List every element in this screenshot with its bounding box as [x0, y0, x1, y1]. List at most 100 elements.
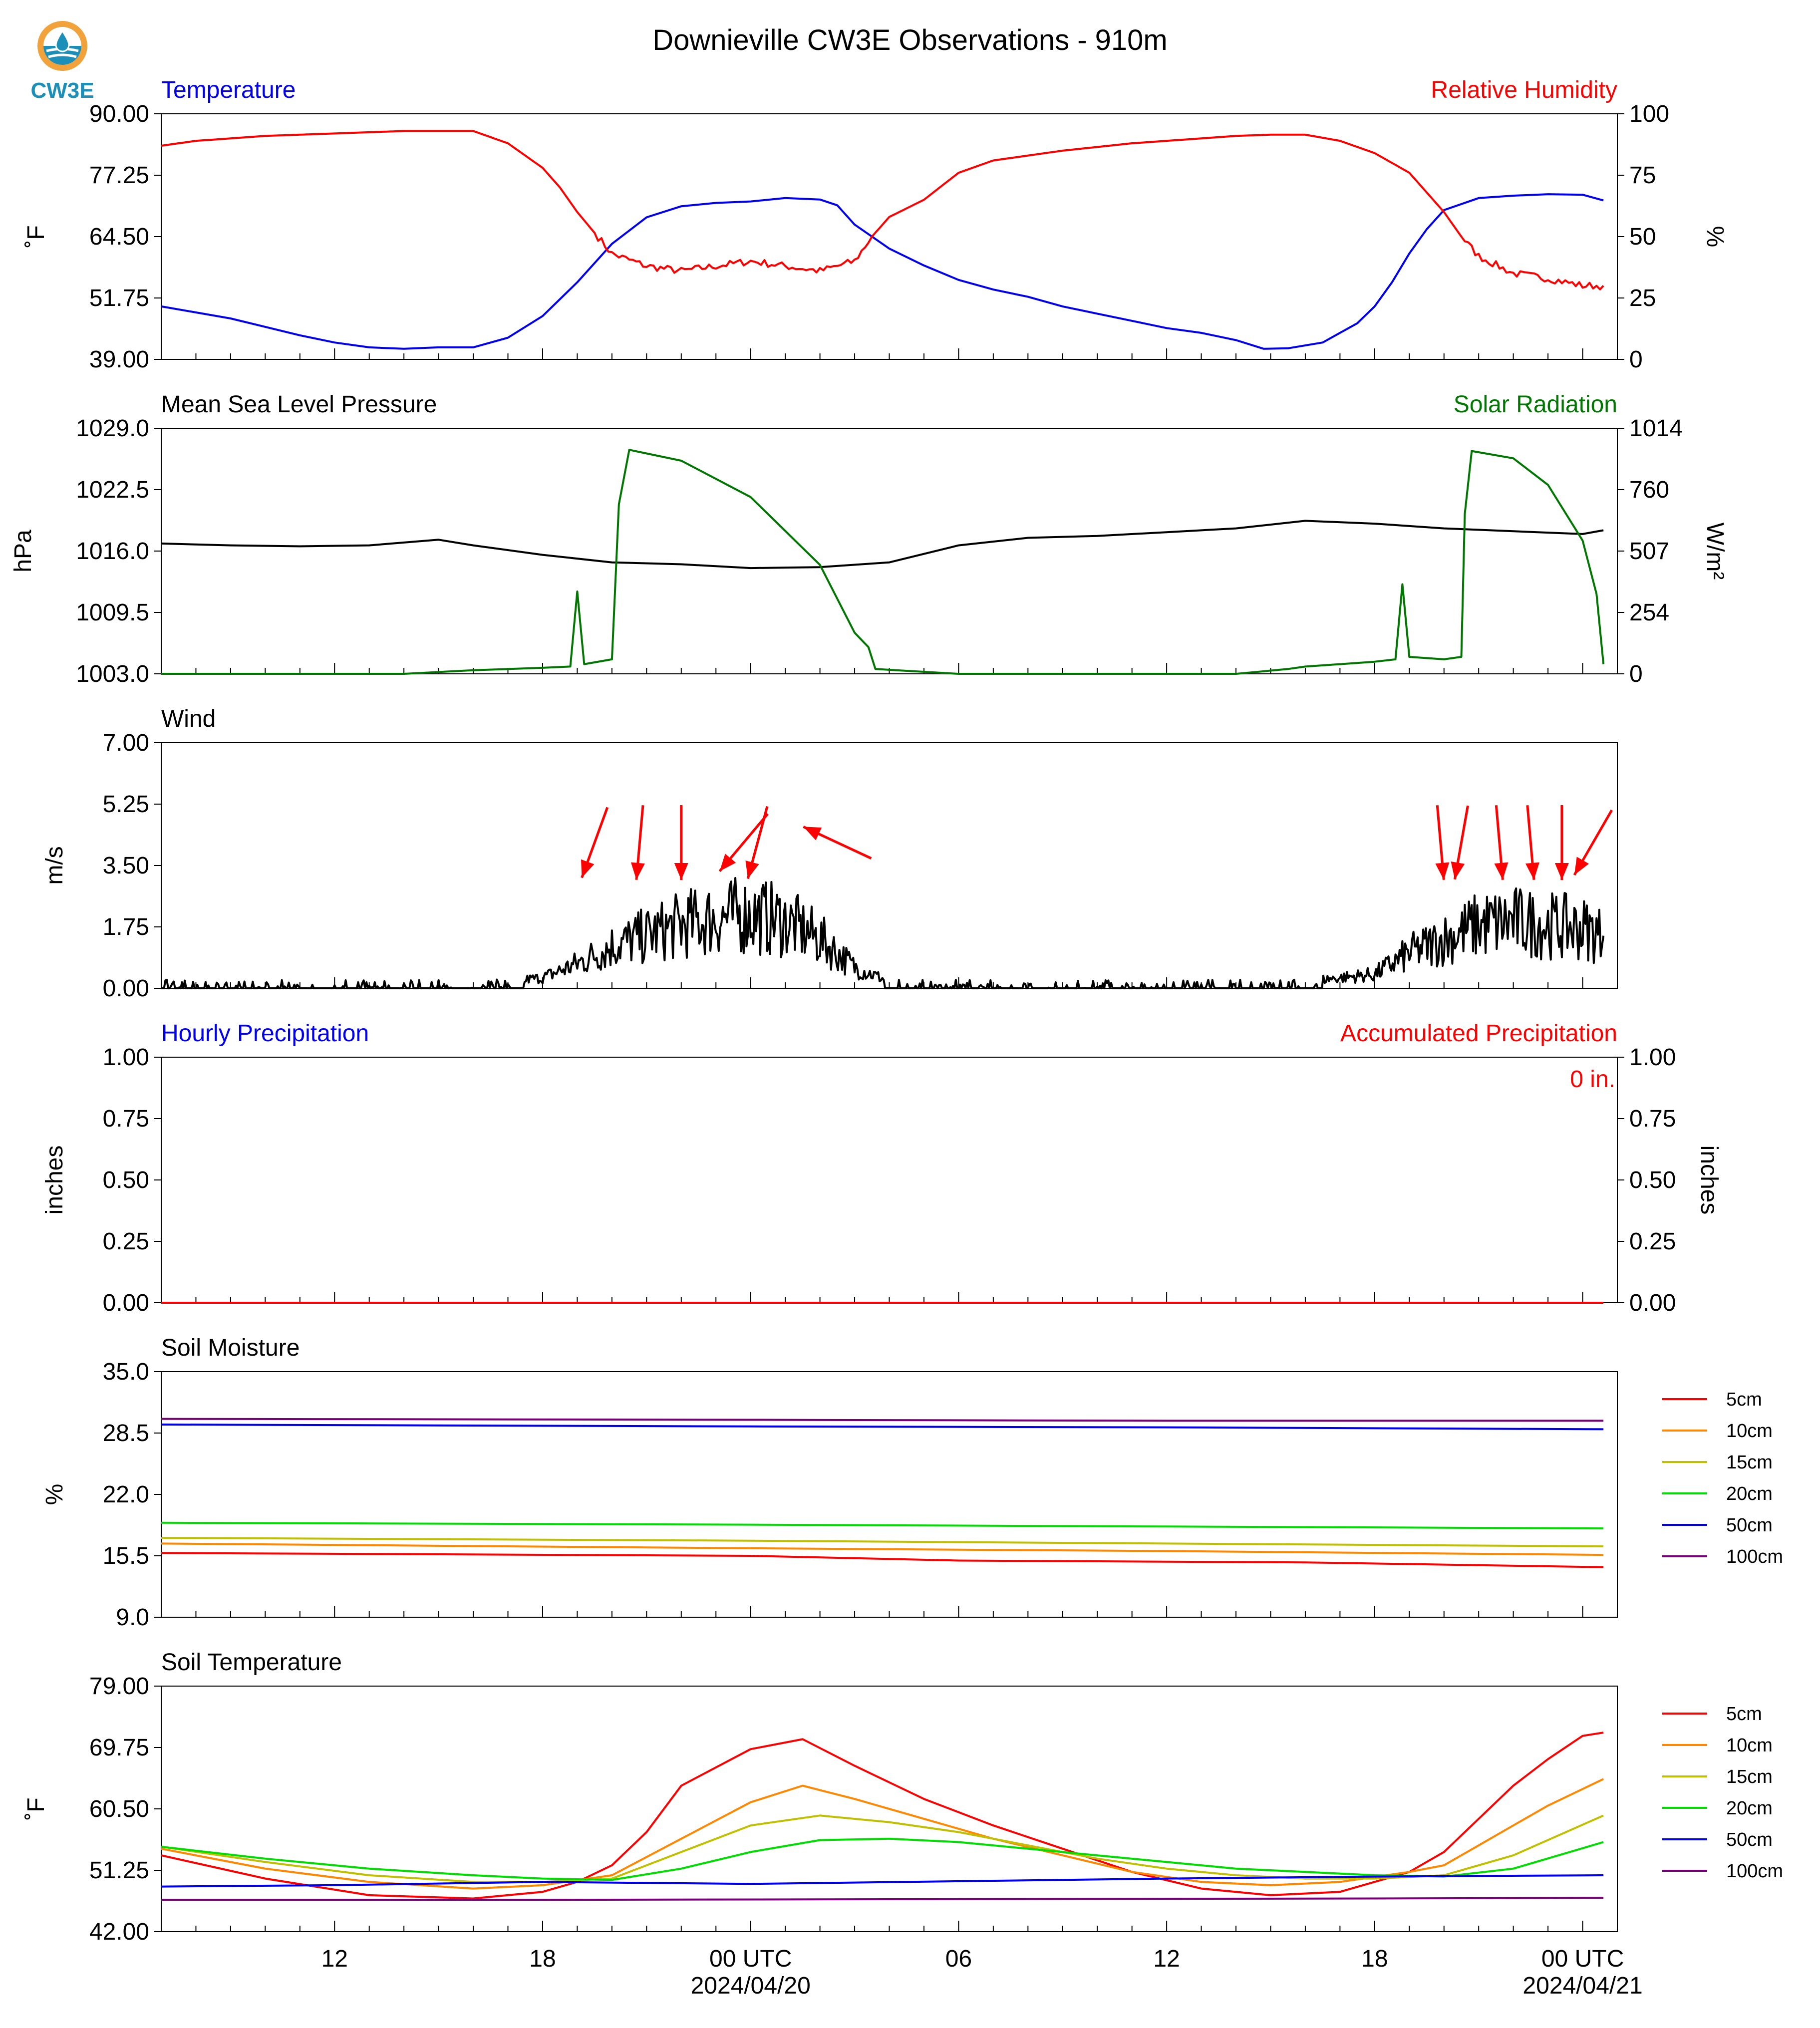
- y-tick-label-right: 0: [1629, 661, 1643, 687]
- y-tick-label-right: 0.50: [1629, 1167, 1676, 1193]
- x-tick-label: 06: [945, 1946, 972, 1972]
- y-tick-label-left: 7.00: [103, 730, 149, 756]
- wind-arrow-head: [745, 860, 759, 879]
- series-temperature: [161, 193, 1604, 350]
- y-tick-label-left: 51.75: [89, 285, 149, 311]
- wind-arrow-head: [1494, 862, 1509, 880]
- y-tick-label-left: 5.25: [103, 791, 149, 818]
- y-tick-label-right: 760: [1629, 477, 1669, 503]
- series-20cm: [161, 1837, 1604, 1881]
- y-tick-label-left: 3.50: [103, 853, 149, 879]
- panel-precip: Hourly Precipitation Accumulated Precipit…: [41, 1020, 1722, 1316]
- legend-item: 10cm: [1662, 1421, 1773, 1442]
- x-tick-label: 18: [529, 1946, 556, 1972]
- y-axis-label-left: ˚F: [23, 1797, 49, 1820]
- y-tick-label-right: 75: [1629, 162, 1656, 189]
- wind-direction-arrow: [718, 813, 769, 872]
- y-tick-label-left: 35.0: [103, 1359, 149, 1385]
- series-relative-humidity: [161, 130, 1604, 290]
- legend-item: 15cm: [1662, 1452, 1773, 1473]
- legend-label: 50cm: [1726, 1515, 1773, 1536]
- panel-soil-temperature: Soil Temperature 79.00 69.75 60.50 51.25 42.0…: [23, 1649, 1783, 1945]
- plot-frame: [161, 1371, 1618, 1618]
- y-axis-label-right: W/m²: [1702, 523, 1728, 580]
- series-50cm: [161, 1424, 1604, 1431]
- wind-arrow-head: [1525, 862, 1539, 880]
- legend-item: 50cm: [1662, 1515, 1773, 1536]
- y-axis-label-left: inches: [41, 1146, 68, 1215]
- legend-label: 50cm: [1726, 1829, 1773, 1850]
- panel-title-left: Hourly Precipitation: [161, 1020, 369, 1047]
- x-tick-date-label: 2024/04/21: [1522, 1973, 1642, 1999]
- legend-label: 100cm: [1726, 1546, 1783, 1567]
- wind-direction-arrow: [1494, 805, 1509, 880]
- x-tick-label: 12: [321, 1946, 348, 1972]
- panels: Temperature Relative Humidity 90.00 77.25 64…: [10, 77, 1783, 1999]
- wind-arrow-head: [1554, 863, 1569, 880]
- legend-label: 20cm: [1726, 1798, 1773, 1819]
- panel-wind: Wind 7.00 5.25 3.50 1.75 0.00 m/s: [41, 706, 1618, 1002]
- panel-title-right: Accumulated Precipitation: [1340, 1020, 1617, 1047]
- logo-text: CW3E: [30, 78, 94, 103]
- y-tick-label-left: 77.25: [89, 162, 149, 189]
- y-tick-label-left: 69.75: [89, 1735, 149, 1761]
- series-5cm: [161, 1552, 1604, 1568]
- y-tick-label-right: 1.00: [1629, 1044, 1676, 1071]
- y-axis-label-right: inches: [1696, 1146, 1722, 1215]
- y-tick-label-left: 1.75: [103, 914, 149, 940]
- legend-label: 5cm: [1726, 1389, 1762, 1410]
- wind-direction-arrow: [581, 807, 609, 878]
- series-50cm: [161, 1874, 1604, 1888]
- legend-item: 100cm: [1662, 1546, 1783, 1567]
- wind-arrow-head: [1435, 862, 1450, 880]
- series-15cm: [161, 1537, 1604, 1548]
- panel-temp-rh: Temperature Relative Humidity 90.00 77.25 64…: [23, 77, 1728, 373]
- series-10cm: [161, 1778, 1604, 1890]
- series-100cm: [161, 1418, 1604, 1422]
- plot-frame: [161, 113, 1618, 360]
- y-tick-label-right: 50: [1629, 224, 1656, 250]
- plot-frame: [161, 1057, 1618, 1303]
- y-tick-label-right: 0: [1629, 346, 1643, 373]
- legend-item: 5cm: [1662, 1704, 1762, 1725]
- wind-direction-arrow: [745, 806, 769, 879]
- y-tick-label-left: 15.5: [103, 1543, 149, 1569]
- wind-arrow-head: [1574, 857, 1589, 875]
- legend-label: 10cm: [1726, 1421, 1773, 1442]
- panel-title-right: Solar Radiation: [1454, 391, 1617, 418]
- x-tick-label: 18: [1361, 1946, 1388, 1972]
- y-tick-label-left: 9.0: [116, 1604, 149, 1631]
- panel-pressure-solar: Mean Sea Level Pressure Solar Radiation 10…: [10, 391, 1728, 687]
- x-tick-label: 00 UTC: [1541, 1946, 1624, 1972]
- y-tick-label-right: 0.75: [1629, 1106, 1676, 1132]
- y-axis-label-left: ˚F: [23, 225, 49, 248]
- y-tick-label-right: 1014: [1629, 415, 1683, 442]
- y-tick-label-left: 1003.0: [76, 661, 149, 687]
- series-solar-radiation: [161, 449, 1605, 675]
- series-15cm: [161, 1814, 1604, 1883]
- wind-direction-arrow: [1573, 809, 1613, 876]
- plot-frame: [161, 428, 1618, 674]
- series-mean-sea-level-pressure: [161, 520, 1604, 570]
- y-tick-label-left: 1.00: [103, 1044, 149, 1071]
- y-tick-label-right: 0.00: [1629, 1290, 1676, 1316]
- accumulated-total: 0 in.: [1570, 1066, 1615, 1093]
- panel-title-left: Soil Moisture: [161, 1335, 300, 1361]
- panel-title-left: Soil Temperature: [161, 1649, 342, 1676]
- legend-label: 15cm: [1726, 1766, 1773, 1787]
- x-tick-label: 12: [1153, 1946, 1180, 1972]
- x-tick-label: 00 UTC: [709, 1946, 792, 1972]
- legend-label: 10cm: [1726, 1735, 1773, 1756]
- y-tick-label-left: 39.00: [89, 346, 149, 373]
- legend-item: 10cm: [1662, 1735, 1773, 1756]
- y-tick-label-left: 90.00: [89, 101, 149, 127]
- y-tick-label-left: 1009.5: [76, 599, 149, 626]
- panel-title-right: Relative Humidity: [1431, 77, 1617, 103]
- y-tick-label-left: 42.00: [89, 1919, 149, 1945]
- y-tick-label-left: 0.50: [103, 1167, 149, 1193]
- wind-arrow-head: [674, 863, 688, 880]
- figure-title: Downieville CW3E Observations - 910m: [652, 24, 1167, 56]
- y-axis-label-left: hPa: [10, 530, 36, 573]
- y-tick-label-left: 28.5: [103, 1420, 149, 1447]
- legend-label: 5cm: [1726, 1704, 1762, 1725]
